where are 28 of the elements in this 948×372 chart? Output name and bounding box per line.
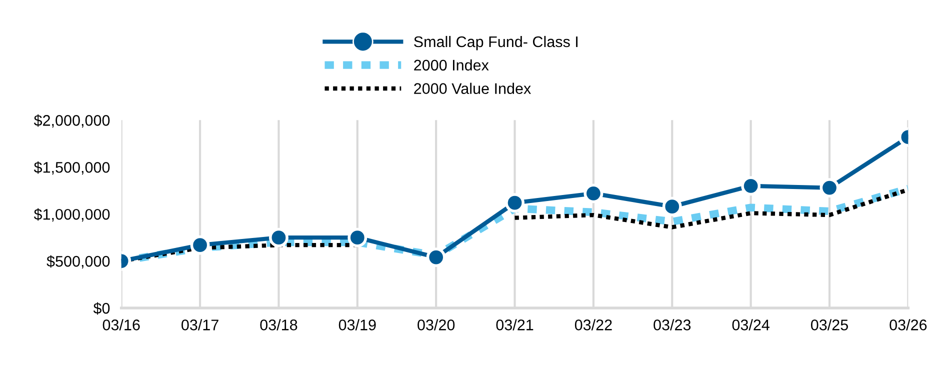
y-tick-label: $500,000 [46, 255, 110, 269]
legend-label: 2000 Value Index [414, 82, 531, 94]
point [190, 235, 210, 255]
point [741, 176, 761, 196]
y-tick-label: $1,500,000 [34, 161, 110, 175]
point [268, 228, 288, 248]
point [505, 193, 524, 213]
x-tick-label: 03/17 [182, 319, 218, 330]
x-tick-label: 03/21 [496, 319, 534, 330]
x-tick-label: 03/25 [810, 319, 848, 330]
point [348, 228, 368, 248]
point [426, 248, 446, 268]
legend-label: 2000 Index [414, 59, 489, 71]
x-tick-label: 03/18 [260, 319, 298, 330]
x-tick-label: 03/23 [654, 319, 691, 330]
x-tick-label: 03/26 [890, 319, 927, 330]
x-tick-label: 03/24 [732, 319, 770, 330]
x-tick-label: 03/22 [574, 319, 612, 330]
legend-label: Small Cap Fund- Class I [414, 36, 578, 50]
point [584, 184, 604, 204]
x-tick-label: 03/19 [338, 319, 376, 330]
x-tick-label: 03/20 [418, 319, 455, 330]
point [820, 178, 840, 198]
point [662, 196, 682, 216]
y-tick-label: $2,000,000 [34, 114, 110, 128]
x-tick-label: 03/16 [102, 319, 140, 330]
y-tick-label: $0 [93, 302, 110, 315]
y-tick-label: $1,000,000 [34, 208, 110, 222]
